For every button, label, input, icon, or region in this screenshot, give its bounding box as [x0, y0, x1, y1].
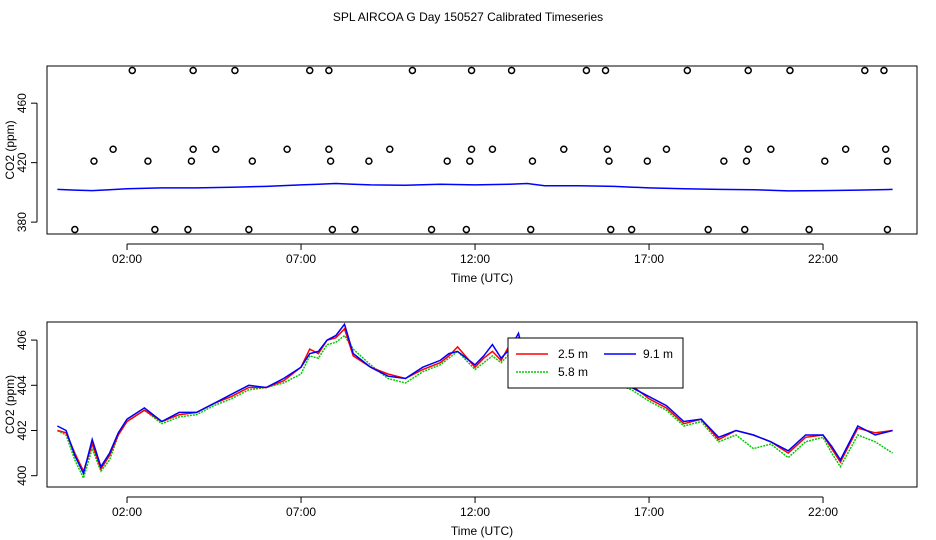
top-x-tick-label: 22:00 [808, 252, 838, 266]
data-point-marker-low [704, 225, 712, 234]
legend-label: 5.8 m [558, 365, 588, 379]
data-point-marker-mid1 [325, 145, 333, 154]
data-point-marker-high [744, 66, 752, 75]
bottom-y-tick-label: 402 [15, 420, 29, 440]
data-point-marker-high [880, 66, 888, 75]
data-point-marker-mid1 [386, 145, 394, 154]
data-point-marker-mid2 [821, 157, 829, 165]
data-point-marker-mid1 [467, 145, 476, 154]
data-point-marker-low [71, 225, 79, 234]
figure-title: SPL AIRCOA G Day 150527 Calibrated Times… [333, 10, 603, 24]
data-point-marker-low [805, 225, 813, 234]
data-point-marker-low [607, 225, 615, 234]
data-point-marker-mid2 [326, 157, 335, 165]
data-point-marker-mid1 [603, 145, 612, 154]
data-point-marker-low [883, 225, 892, 234]
data-point-marker-low [627, 225, 636, 234]
bottom-frame [46, 321, 918, 488]
data-point-marker-mid1 [212, 145, 220, 154]
bottom-y-tick-label: 400 [15, 465, 29, 485]
legend: 2.5 m 9.1 m 5.8 m [507, 337, 684, 389]
bottom-x-tick-label: 17:00 [634, 505, 664, 519]
bottom-y-tick-label: 404 [15, 375, 29, 395]
bottom-panel: 02:00 07:00 12:00 17:00 22:00 400 402 404 406 Tim… [3, 321, 918, 538]
data-point-marker-mid2 [90, 157, 98, 165]
top-y-tick-label: 460 [15, 93, 29, 113]
top-y-tick-label: 420 [15, 152, 29, 172]
data-point-marker-low [151, 225, 159, 234]
top-y-tick-label: 380 [15, 212, 29, 232]
data-point-marker-high [231, 66, 239, 75]
data-point-marker-low [245, 225, 253, 234]
data-point-marker-high [861, 66, 869, 75]
data-point-marker-high [683, 66, 692, 75]
data-point-marker-mid1 [662, 145, 671, 154]
bottom-y-axis-label: CO2 (ppm) [3, 375, 17, 434]
top-x-tick-label: 17:00 [634, 252, 664, 266]
data-point-marker-low [184, 225, 192, 234]
data-point-marker-mid2 [365, 157, 373, 165]
top-x-tick-label: 02:00 [112, 252, 142, 266]
legend-box [507, 337, 684, 389]
data-point-marker-low [328, 225, 337, 234]
data-point-marker-high [601, 66, 610, 75]
series-line-5-8-m [57, 334, 894, 481]
top-frame [46, 65, 918, 235]
series-line-2-5-m [57, 327, 893, 474]
top-panel: 02:00 07:00 12:00 17:00 22:00 380 420 460 Time (… [3, 65, 918, 285]
top-y-axis-label: CO2 (ppm) [3, 120, 17, 179]
data-point-marker-mid2 [466, 157, 474, 165]
data-point-marker-mid1 [109, 145, 117, 154]
bottom-x-tick-label: 07:00 [286, 505, 316, 519]
data-point-marker-mid2 [248, 157, 257, 165]
data-point-marker-low [740, 225, 749, 234]
data-point-marker-mid1 [881, 145, 890, 154]
top-x-axis-label: Time (UTC) [451, 271, 513, 285]
data-point-marker-mid1 [744, 145, 752, 154]
bottom-x-tick-label: 22:00 [808, 505, 838, 519]
bottom-x-tick-label: 12:00 [460, 505, 490, 519]
data-point-marker-low [526, 225, 535, 234]
data-point-marker-mid1 [560, 145, 568, 154]
series-line-blue [57, 182, 893, 192]
data-point-marker-low [462, 225, 471, 234]
bottom-x-axis-label: Time (UTC) [451, 524, 513, 538]
data-point-marker-high [507, 66, 516, 75]
top-x-tick-label: 07:00 [286, 252, 316, 266]
data-point-marker-high [325, 66, 333, 75]
data-point-marker-mid2 [187, 157, 196, 165]
data-point-marker-mid1 [767, 145, 775, 154]
bottom-y-tick-label: 406 [15, 330, 29, 350]
data-point-marker-low [427, 225, 436, 234]
data-point-marker-mid2 [643, 157, 652, 165]
data-point-marker-mid1 [189, 145, 197, 154]
data-point-marker-mid1 [841, 145, 850, 154]
data-point-marker-high [408, 66, 417, 75]
data-point-marker-low [351, 225, 359, 234]
data-point-marker-high [128, 66, 137, 75]
data-point-marker-mid2 [720, 157, 728, 165]
bottom-x-tick-label: 02:00 [112, 505, 142, 519]
data-point-marker-high [582, 66, 591, 75]
data-point-marker-mid2 [742, 157, 751, 165]
data-point-marker-mid2 [605, 157, 613, 165]
data-point-marker-high [786, 66, 794, 75]
data-point-marker-mid2 [443, 157, 451, 165]
legend-label: 2.5 m [558, 347, 588, 361]
legend-label: 9.1 m [643, 347, 673, 361]
data-point-marker-high [189, 66, 197, 75]
data-point-marker-mid2 [883, 157, 892, 165]
data-point-marker-high [305, 66, 314, 75]
data-point-marker-mid1 [488, 145, 497, 154]
data-point-marker-mid1 [283, 145, 291, 154]
data-point-marker-high [467, 66, 476, 75]
data-point-marker-mid2 [528, 157, 537, 165]
series-line-9-1-m [57, 322, 893, 476]
top-x-tick-label: 12:00 [460, 252, 490, 266]
data-point-marker-mid2 [144, 157, 152, 165]
